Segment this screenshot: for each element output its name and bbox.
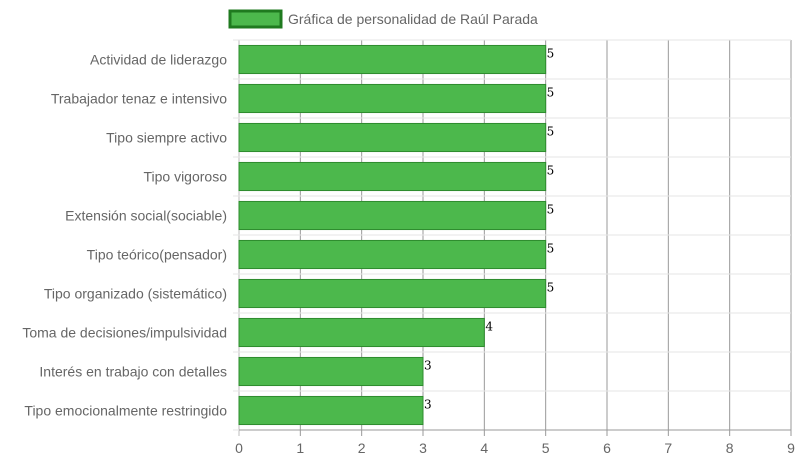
bar-7[interactable] [238, 317, 485, 348]
bar-3[interactable] [238, 161, 547, 192]
category-label-3: Tipo vigoroso [143, 169, 227, 185]
legend-label: Gráfica de personalidad de Raúl Parada [288, 11, 538, 27]
x-tick-label-8: 8 [726, 440, 734, 456]
x-tick-label-0: 0 [235, 440, 243, 456]
category-label-1: Trabajador tenaz e intensivo [51, 91, 227, 107]
value-label-7: 4 [485, 319, 493, 333]
bar-6[interactable] [238, 278, 547, 309]
value-label-2: 5 [547, 124, 555, 138]
x-tick-label-4: 4 [480, 440, 488, 456]
value-label-3: 5 [547, 163, 555, 177]
x-tick-label-1: 1 [296, 440, 304, 456]
bars [238, 44, 547, 426]
bar-8[interactable] [238, 356, 424, 387]
bar-9[interactable] [238, 395, 424, 426]
category-labels: Actividad de liderazgo Trabajador tenaz e… [22, 52, 227, 419]
value-label-5: 5 [547, 241, 555, 255]
x-axis-ticks: 0 1 2 3 4 5 6 7 8 9 [235, 440, 795, 456]
legend[interactable]: Gráfica de personalidad de Raúl Parada [228, 9, 538, 29]
category-label-0: Actividad de liderazgo [90, 52, 227, 68]
value-label-6: 5 [547, 280, 555, 294]
value-label-8: 3 [424, 358, 432, 372]
x-tick-label-2: 2 [358, 440, 366, 456]
x-tick-label-5: 5 [542, 440, 550, 456]
value-label-0: 5 [547, 46, 555, 60]
category-label-5: Tipo teórico(pensador) [87, 247, 227, 263]
bar-5[interactable] [238, 239, 547, 270]
legend-swatch [228, 9, 283, 29]
x-tick-label-3: 3 [419, 440, 427, 456]
x-tick-label-6: 6 [603, 440, 611, 456]
bar-2[interactable] [238, 122, 547, 153]
x-tick-label-9: 9 [787, 440, 795, 456]
value-label-1: 5 [547, 85, 555, 99]
bar-4[interactable] [238, 200, 547, 231]
bar-0[interactable] [238, 44, 547, 75]
category-label-6: Tipo organizado (sistemático) [44, 286, 227, 302]
category-label-4: Extensión social(sociable) [65, 208, 227, 224]
category-label-2: Tipo siempre activo [106, 130, 227, 146]
value-labels: 5 5 5 5 5 5 5 4 3 3 [424, 46, 554, 411]
category-label-7: Toma de decisiones/impulsividad [22, 325, 227, 341]
bar-1[interactable] [238, 83, 547, 114]
category-label-9: Tipo emocionalmente restringido [24, 403, 227, 419]
category-label-8: Interés en trabajo con detalles [39, 364, 227, 380]
value-label-4: 5 [547, 202, 555, 216]
x-tick-label-7: 7 [664, 440, 672, 456]
value-label-9: 3 [424, 397, 432, 411]
